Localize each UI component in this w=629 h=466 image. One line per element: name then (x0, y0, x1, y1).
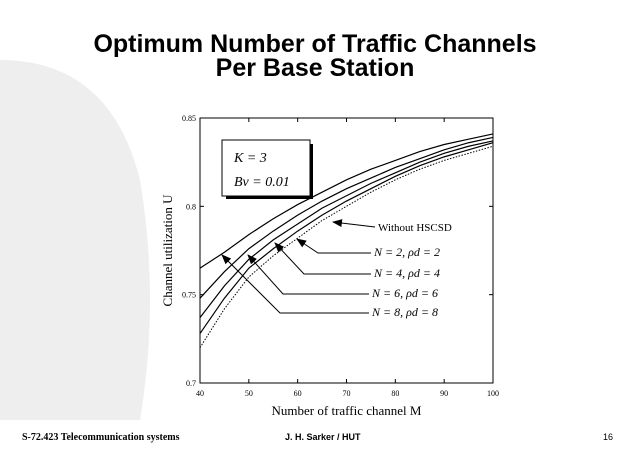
x-axis-label: Number of traffic channel M (272, 403, 422, 418)
series-label: N = 6, ρd = 6 (371, 286, 438, 300)
annotation-box (221, 139, 311, 197)
label-arrow (296, 238, 371, 254)
series-line (199, 142, 494, 334)
page-number: 16 (603, 432, 613, 442)
decoration (0, 60, 150, 420)
x-tick-label: 90 (440, 389, 448, 398)
annotation: K = 3 (233, 151, 267, 166)
y-tick-label: 0.85 (182, 114, 196, 123)
label-arrow (247, 254, 369, 295)
annotation: Bv = 0.01 (234, 175, 290, 190)
slide-title: Optimum Number of Traffic Channels (93, 30, 536, 58)
footer-center: J. H. Sarker / HUT (285, 432, 361, 442)
label-arrow (221, 254, 369, 314)
x-tick-label: 40 (196, 389, 204, 398)
slide-title: Per Base Station (216, 54, 415, 82)
series-label: N = 8, ρd = 8 (371, 305, 438, 319)
series-label: N = 4, ρd = 4 (373, 266, 440, 280)
series-line (199, 136, 494, 299)
y-tick-label: 0.75 (182, 291, 196, 300)
y-tick-label: 0.8 (186, 202, 196, 211)
x-tick-label: 80 (391, 389, 399, 398)
x-tick-label: 70 (343, 389, 351, 398)
series-label: Without HSCSD (378, 222, 452, 234)
series-line (199, 133, 494, 269)
y-tick-label: 0.7 (186, 379, 196, 388)
x-tick-label: 100 (487, 389, 499, 398)
series-label: N = 2, ρd = 2 (373, 245, 440, 259)
x-tick-label: 60 (294, 389, 302, 398)
annotation-box-shadow (226, 196, 313, 199)
chart: 40 50 60 70 80 90 100 0.7 0.75 0.8 0.85 Number of t… (160, 114, 499, 418)
footer-left: S-72.423 Telecommunication systems (22, 432, 180, 443)
label-arrow (274, 242, 371, 275)
y-axis-label: Channel utilization U (160, 194, 175, 307)
annotation-box-shadow (310, 144, 313, 199)
x-tick-label: 50 (245, 389, 253, 398)
label-arrow (332, 219, 376, 228)
